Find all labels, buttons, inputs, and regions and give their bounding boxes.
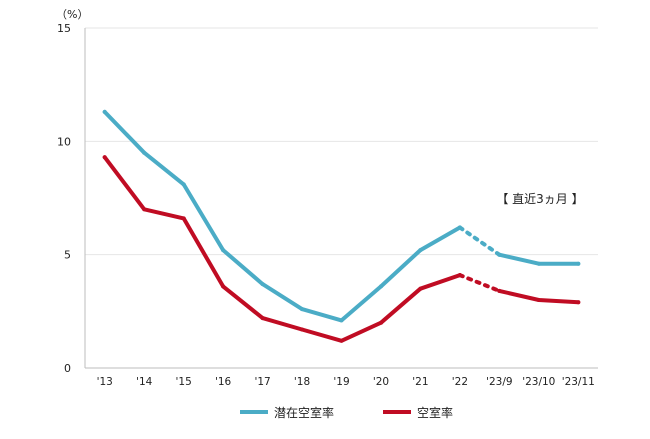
series-line-annual-0 (102, 109, 462, 323)
data-point-series-0-8 (418, 248, 423, 253)
data-point-series-1-10 (497, 288, 502, 293)
grid-layer (85, 27, 598, 256)
data-point-series-1-2 (181, 216, 186, 221)
x-tick-label: '17 (254, 376, 270, 388)
data-point-series-1-11 (536, 298, 541, 302)
data-point-series-0-7 (379, 284, 383, 289)
y-tick-label: 5 (64, 249, 71, 262)
data-point-series-0-2 (181, 182, 186, 187)
x-tick-label: '14 (136, 376, 153, 388)
data-point-series-1-9 (457, 273, 462, 278)
data-point-series-0-4 (260, 282, 265, 287)
data-point-series-1-0 (102, 155, 107, 160)
data-point-series-0-6 (339, 318, 344, 323)
x-tick-label: '18 (294, 376, 310, 388)
x-tick-label: '16 (215, 376, 232, 388)
y-axis-unit-label: （%） (56, 8, 88, 21)
data-point-series-1-8 (418, 286, 423, 291)
x-tick-label: '13 (97, 376, 113, 388)
y-tick-label: 15 (57, 22, 71, 35)
x-tick-label: '22 (452, 376, 468, 388)
x-tick-label: '23/9 (486, 376, 512, 388)
data-point-series-1-6 (339, 338, 344, 343)
x-tick-label: '21 (412, 376, 428, 388)
legend: 潜在空室率 空室率 (240, 405, 453, 420)
data-point-series-0-9 (457, 225, 462, 230)
series-line-annual-1 (102, 155, 462, 343)
data-point-series-1-1 (142, 207, 147, 212)
legend-label-vacancy: 空室率 (417, 405, 453, 420)
x-tick-label: '23/10 (522, 376, 555, 388)
y-tick-label: 0 (64, 362, 71, 375)
legend-label-potential-vacancy: 潜在空室率 (274, 405, 334, 420)
x-tick-label: '23/11 (562, 376, 595, 388)
data-point-series-0-5 (300, 307, 304, 312)
x-tick-label: '20 (373, 376, 389, 388)
data-point-series-1-3 (221, 284, 226, 289)
data-point-series-0-0 (102, 109, 107, 114)
data-point-series-0-11 (536, 261, 541, 266)
axis-layer: （%） 【 直近3ヵ月 】 0 5 10 15 '13 '14 '15 '16 '17 '18 '1… (56, 8, 598, 388)
data-point-series-0-3 (221, 248, 226, 253)
series-line-dotted-bridge-1 (457, 273, 502, 293)
data-point-series-1-7 (379, 320, 383, 325)
x-tick-label: '19 (333, 376, 349, 388)
data-point-series-1-4 (260, 316, 265, 321)
data-point-series-0-1 (142, 150, 147, 155)
data-point-series-0-12 (576, 261, 581, 266)
y-tick-label: 10 (57, 135, 71, 148)
series-line-dotted-bridge-0 (457, 225, 502, 257)
recent-three-months-annotation: 【 直近3ヵ月 】 (496, 192, 583, 206)
series-layer (102, 109, 581, 343)
data-point-series-0-10 (497, 252, 502, 257)
data-point-series-1-5 (300, 327, 304, 332)
x-tick-label: '15 (176, 376, 192, 388)
data-point-series-1-12 (576, 300, 581, 305)
